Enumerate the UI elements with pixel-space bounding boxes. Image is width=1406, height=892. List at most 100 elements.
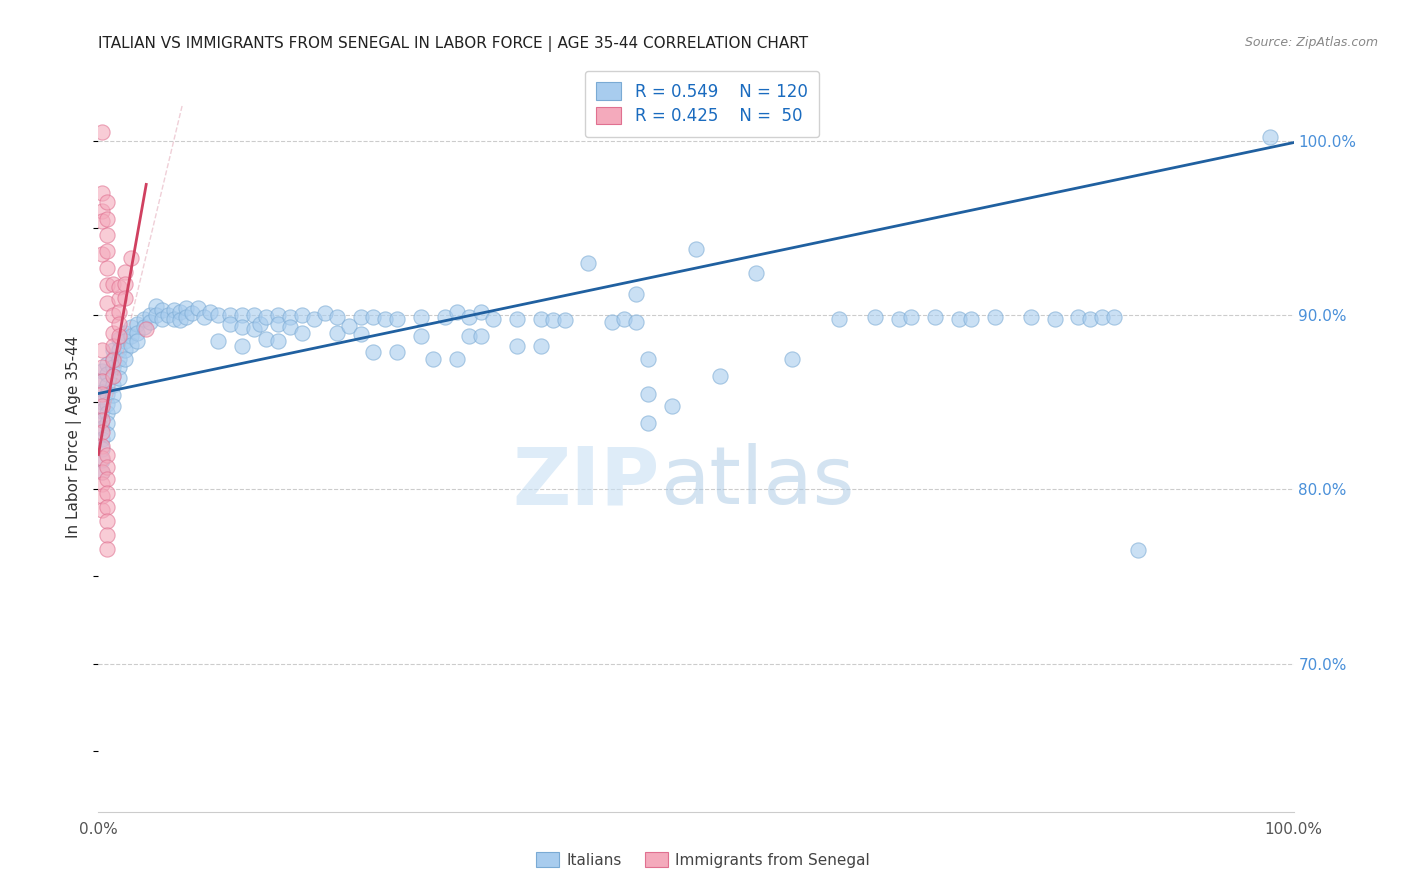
Point: [120, 320, 142, 334]
Point: [554, 313, 576, 327]
Point: [107, 293, 129, 307]
Point: [267, 317, 290, 331]
Point: [91, 404, 114, 418]
Point: [107, 304, 129, 318]
Point: [1043, 311, 1066, 326]
Point: [1019, 310, 1042, 324]
Point: [198, 304, 221, 318]
Point: [576, 256, 599, 270]
Point: [745, 266, 768, 280]
Point: [114, 351, 136, 366]
Point: [114, 343, 136, 357]
Point: [101, 360, 124, 375]
Point: [96, 261, 118, 276]
Point: [1258, 130, 1281, 145]
Point: [231, 320, 253, 334]
Point: [91, 214, 114, 228]
Point: [193, 310, 215, 324]
Point: [385, 344, 409, 359]
Point: [91, 374, 114, 388]
Point: [446, 304, 468, 318]
Point: [470, 304, 492, 318]
Point: [114, 326, 136, 340]
Point: [96, 368, 118, 382]
Point: [96, 212, 118, 227]
Point: [91, 412, 114, 426]
Point: [156, 308, 179, 322]
Point: [91, 360, 114, 375]
Point: [1067, 310, 1090, 324]
Point: [91, 186, 114, 201]
Text: ZIP: ZIP: [513, 443, 661, 521]
Point: [529, 311, 551, 326]
Point: [446, 351, 468, 366]
Point: [91, 425, 114, 439]
Point: [96, 244, 118, 258]
Point: [107, 280, 129, 294]
Point: [374, 311, 396, 326]
Point: [96, 397, 118, 411]
Point: [174, 301, 197, 315]
Point: [91, 452, 114, 467]
Point: [169, 313, 191, 327]
Point: [91, 395, 114, 409]
Point: [291, 326, 314, 340]
Point: [326, 310, 349, 324]
Point: [91, 465, 114, 479]
Point: [96, 448, 118, 462]
Point: [948, 311, 970, 326]
Point: [135, 322, 157, 336]
Point: [278, 320, 301, 334]
Point: [267, 334, 290, 349]
Point: [207, 334, 229, 349]
Point: [637, 386, 659, 401]
Point: [187, 301, 209, 315]
Point: [114, 291, 136, 305]
Point: [114, 277, 136, 291]
Point: [458, 329, 481, 343]
Point: [91, 343, 114, 357]
Point: [101, 369, 124, 384]
Point: [101, 377, 124, 392]
Point: [900, 310, 922, 324]
Point: [91, 364, 114, 378]
Point: [91, 489, 114, 503]
Point: [984, 310, 1007, 324]
Point: [219, 317, 242, 331]
Point: [924, 310, 946, 324]
Point: [481, 311, 505, 326]
Point: [145, 308, 167, 322]
Point: [96, 486, 118, 500]
Point: [709, 369, 731, 384]
Point: [96, 426, 118, 441]
Point: [180, 306, 202, 320]
Point: [101, 399, 124, 413]
Point: [107, 343, 129, 357]
Point: [101, 308, 124, 322]
Point: [780, 351, 803, 366]
Point: [959, 311, 981, 326]
Point: [101, 343, 124, 357]
Point: [243, 322, 266, 336]
Point: [267, 308, 290, 322]
Point: [125, 317, 148, 331]
Point: [91, 432, 114, 446]
Point: [101, 326, 124, 340]
Point: [889, 311, 911, 326]
Point: [433, 310, 456, 324]
Point: [363, 310, 385, 324]
Text: Source: ZipAtlas.com: Source: ZipAtlas.com: [1244, 36, 1378, 49]
Point: [828, 311, 851, 326]
Point: [91, 465, 114, 479]
Point: [114, 334, 136, 349]
Point: [107, 333, 129, 347]
Point: [96, 357, 118, 371]
Point: [1080, 311, 1102, 326]
Legend: Italians, Immigrants from Senegal: Italians, Immigrants from Senegal: [529, 844, 877, 875]
Point: [125, 326, 148, 340]
Point: [231, 308, 253, 322]
Point: [120, 337, 142, 351]
Point: [101, 277, 124, 291]
Point: [613, 311, 636, 326]
Point: [96, 416, 118, 430]
